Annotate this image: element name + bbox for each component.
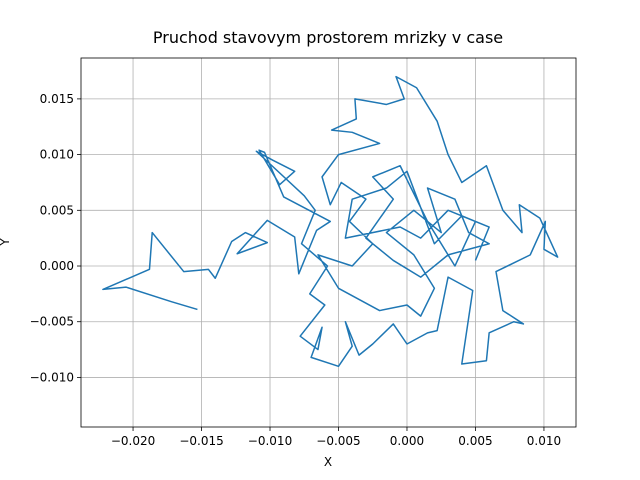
y-tick-label: −0.005 [30, 315, 74, 329]
x-tick-label: −0.015 [179, 434, 223, 448]
chart-title: Pruchod stavovym prostorem mrizky v case [153, 28, 503, 47]
x-tick-label: −0.005 [316, 434, 360, 448]
x-tick-label: 0.000 [390, 434, 424, 448]
x-tick-label: 0.010 [527, 434, 561, 448]
x-tick-label: −0.020 [111, 434, 155, 448]
y-tick-label: 0.010 [40, 148, 74, 162]
y-tick-label: 0.005 [40, 203, 74, 217]
y-tick-label: −0.010 [30, 370, 74, 384]
y-tick-label: 0.015 [40, 92, 74, 106]
plot-frame [80, 57, 577, 428]
x-tick-label: −0.010 [248, 434, 292, 448]
data-line [102, 75, 559, 368]
y-tick-label: 0.000 [40, 259, 74, 273]
x-tick-label: 0.005 [458, 434, 492, 448]
y-axis-label: Y [0, 238, 12, 247]
x-axis-label: X [324, 455, 332, 469]
